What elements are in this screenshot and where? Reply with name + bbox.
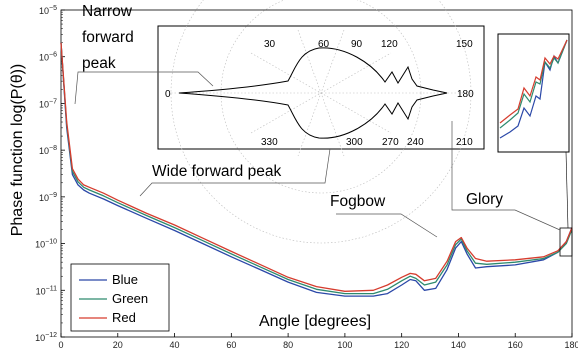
legend-label-green: Green	[112, 291, 148, 306]
series-layer	[60, 42, 573, 297]
series-line-red	[60, 42, 573, 292]
y-tick-label: 10−9	[39, 192, 57, 203]
x-axis-label: Angle [degrees]	[259, 313, 371, 330]
polar-label-90: 90	[351, 39, 363, 50]
polar-label-210: 210	[456, 137, 473, 148]
y-axis-ticks: 10−5 10−6 10−7 10−8 10−9 10−10 10−11 10−12	[35, 5, 65, 343]
x-tick-label: 20	[113, 340, 123, 350]
anno-fogbow-leader	[336, 213, 438, 238]
zoom-source-box	[559, 227, 573, 257]
x-tick-label: 120	[394, 340, 409, 350]
polar-grid	[170, 0, 472, 244]
polar-label-0: 0	[165, 89, 171, 100]
polar-label-150: 150	[456, 39, 473, 50]
zoom-connector	[565, 151, 569, 229]
x-tick-label: 160	[508, 340, 523, 350]
y-axis-label: Phase function log(P(θ))	[9, 64, 26, 237]
y-tick-label: 10−10	[35, 239, 57, 250]
zoom-green-line	[499, 39, 568, 129]
x-tick-label: 180	[564, 340, 578, 350]
anno-fogbow: Fogbow	[330, 193, 386, 210]
y-tick-label: 10−7	[39, 98, 57, 109]
anno-narrow-forward-peak-2: forward	[82, 29, 134, 46]
glory-zoom-inset	[497, 33, 573, 257]
polar-inset: 30 60 90 120 150 180 210 240 270 300 330…	[157, 0, 485, 244]
polar-label-60: 60	[318, 39, 330, 50]
polar-inset-frame	[157, 25, 485, 150]
legend-box	[70, 263, 170, 332]
x-tick-label: 100	[337, 340, 352, 350]
polar-label-180: 180	[457, 89, 474, 100]
y-tick-label: 10−5	[39, 5, 57, 16]
zoom-red-line	[499, 39, 568, 124]
anno-glory-leader	[451, 121, 561, 231]
anno-narrow-leader	[74, 71, 214, 105]
legend-label-blue: Blue	[112, 272, 138, 287]
x-tick-label: 80	[283, 340, 293, 350]
x-tick-label: 0	[58, 340, 63, 350]
polar-phase-curve	[178, 47, 448, 139]
x-tick-label: 40	[170, 340, 180, 350]
polar-label-120: 120	[381, 39, 398, 50]
y-tick-label: 10−8	[39, 145, 57, 156]
polar-label-300: 300	[346, 137, 363, 148]
x-tick-label: 140	[451, 340, 466, 350]
y-tick-label: 10−6	[39, 52, 57, 63]
y-tick-label: 10−11	[36, 285, 57, 296]
series-line-green	[60, 42, 573, 295]
legend: Blue Green Red	[70, 263, 170, 332]
anno-wide-leader	[139, 148, 331, 197]
y-tick-label: 10−12	[35, 332, 57, 343]
polar-label-30: 30	[264, 39, 276, 50]
anno-narrow-forward-peak-1: Narrow	[82, 3, 133, 20]
polar-label-270: 270	[382, 137, 399, 148]
x-tick-label: 60	[226, 340, 236, 350]
polar-label-240: 240	[407, 137, 424, 148]
anno-glory: Glory	[466, 191, 503, 208]
polar-label-330: 330	[261, 137, 278, 148]
series-line-blue	[60, 42, 573, 297]
x-axis-ticks: 0 20 40 60 80 100 120 140 160 180	[58, 333, 578, 350]
legend-label-red: Red	[112, 310, 136, 325]
zoom-inset-frame	[497, 33, 570, 153]
anno-narrow-forward-peak-3: peak	[82, 55, 116, 72]
anno-wide-forward-peak: Wide forward peak	[152, 163, 281, 180]
annotations: Narrow forward peak Wide forward peak Fo…	[74, 3, 561, 238]
